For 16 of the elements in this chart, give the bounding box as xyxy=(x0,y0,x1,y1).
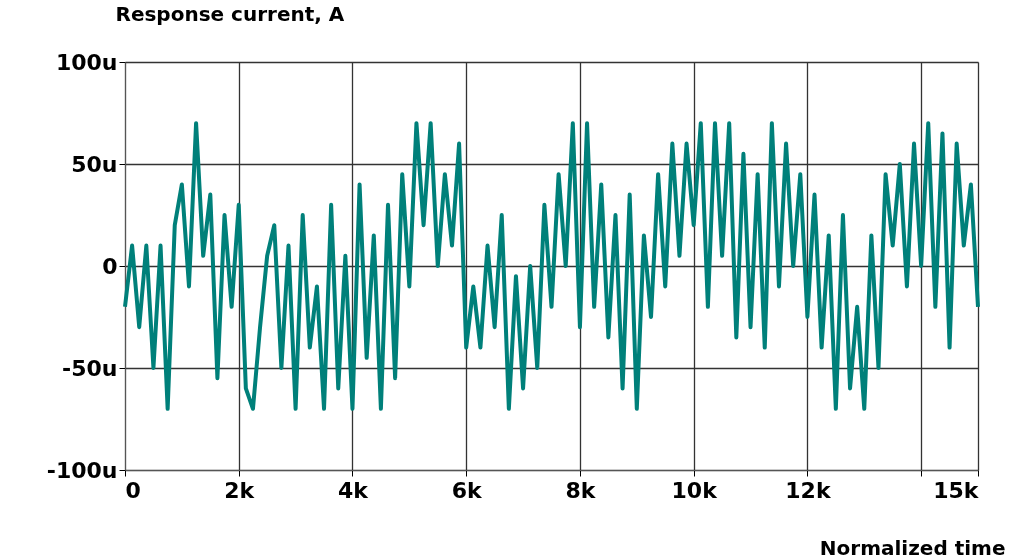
x-axis-title: Normalized time xyxy=(819,535,1006,558)
line-series xyxy=(123,121,980,411)
y-tick-label: 0 xyxy=(102,253,118,279)
y-tick-label: -100u xyxy=(46,457,118,483)
y-tick-label: 100u xyxy=(55,49,118,75)
x-tick-label: 6k xyxy=(451,477,484,503)
y-axis-title: Response current, A xyxy=(115,1,345,26)
x-tick-label: 12k xyxy=(785,477,832,503)
x-tick-label: 4k xyxy=(337,477,370,503)
x-tick-label: 8k xyxy=(565,477,597,503)
x-tick-label: 0 xyxy=(125,477,141,503)
y-tick-label: 50u xyxy=(71,151,118,177)
x-tick-label: 10k xyxy=(671,477,719,503)
x-tick-label: 2k xyxy=(224,477,256,503)
x-tick-label: 15k xyxy=(933,477,980,503)
y-tick-label: -50u xyxy=(62,355,118,381)
